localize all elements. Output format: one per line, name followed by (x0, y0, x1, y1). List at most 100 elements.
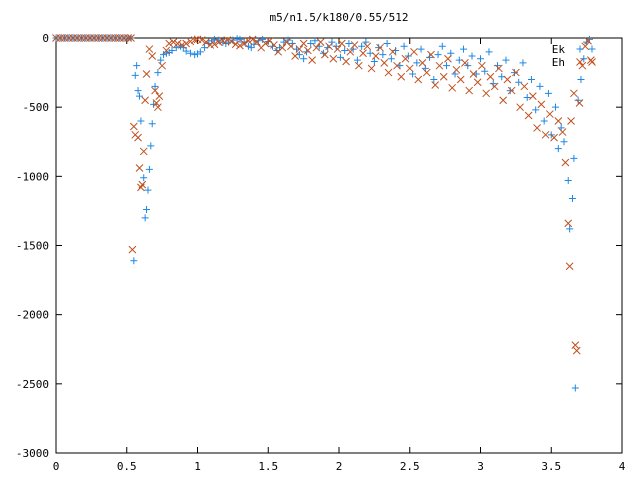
data-point (253, 38, 261, 47)
data-point (566, 225, 574, 233)
data-point (299, 39, 308, 48)
x-tick-label: 3.5 (541, 460, 561, 473)
data-point (342, 57, 350, 66)
data-point (287, 42, 295, 51)
data-point (154, 103, 162, 112)
data-point (154, 69, 162, 77)
data-point (545, 110, 554, 118)
data-point (439, 72, 448, 81)
data-point (147, 142, 155, 150)
data-point (414, 75, 423, 84)
data-point (157, 56, 165, 64)
data-point (223, 36, 232, 44)
data-point (417, 45, 425, 53)
data-point (312, 43, 321, 52)
data-point (571, 384, 579, 392)
data-point (413, 59, 421, 67)
data-point (443, 62, 451, 70)
data-point (422, 68, 431, 77)
data-point (231, 40, 240, 49)
data-point (495, 64, 503, 73)
legend-label-ek: Ek (552, 43, 566, 56)
data-point (141, 214, 149, 222)
data-point (515, 78, 523, 86)
data-point (540, 117, 548, 125)
y-tick-label: -1000 (16, 170, 49, 183)
data-point (523, 93, 531, 101)
data-point (137, 117, 145, 125)
data-point (519, 59, 527, 67)
data-point (127, 34, 135, 42)
data-point (550, 133, 558, 142)
data-point (337, 39, 346, 48)
data-point (178, 41, 186, 49)
data-point (564, 176, 572, 184)
x-tick-label: 3 (477, 460, 484, 473)
data-point (143, 206, 151, 214)
data-point (506, 87, 514, 95)
data-point (133, 62, 141, 70)
data-point (345, 40, 353, 48)
data-point (533, 124, 541, 132)
data-point (392, 46, 400, 54)
data-point (168, 46, 176, 54)
y-tick-label: -1500 (16, 240, 49, 253)
data-point (448, 83, 457, 92)
data-point (465, 86, 474, 95)
data-point (393, 61, 401, 70)
data-point (304, 46, 312, 55)
data-point (567, 117, 575, 125)
data-point (560, 138, 568, 146)
data-point (190, 36, 199, 44)
data-point (473, 78, 482, 87)
data-point (173, 39, 182, 48)
data-point (169, 38, 178, 47)
data-point (383, 40, 391, 48)
data-point (210, 35, 218, 43)
data-point (520, 82, 529, 91)
data-point (570, 89, 578, 98)
data-point (240, 39, 249, 48)
data-point (333, 45, 342, 53)
data-point (150, 100, 158, 108)
data-point (227, 37, 236, 46)
y-tick-label: -2500 (16, 378, 49, 391)
data-point (367, 64, 376, 73)
legend-label-eh: Eh (552, 56, 565, 69)
data-point (270, 41, 278, 49)
data-point (388, 47, 397, 56)
data-point (410, 47, 418, 56)
data-point (186, 37, 195, 46)
data-point (291, 52, 299, 60)
data-point (485, 48, 493, 56)
data-point (544, 89, 552, 97)
data-point (493, 62, 501, 70)
data-point (214, 38, 223, 47)
y-tick-label: -500 (23, 101, 50, 114)
y-tick-label: -2000 (16, 309, 49, 322)
data-point (316, 38, 325, 47)
data-point (152, 99, 161, 107)
data-point (468, 52, 476, 60)
data-point (572, 346, 581, 355)
data-point (536, 82, 544, 90)
data-point (210, 40, 219, 49)
data-point (554, 145, 562, 153)
data-point (140, 174, 148, 182)
y-axis: 0 -500 -1000 -1500 -2000 -2500 -3000 (16, 32, 622, 460)
data-point (512, 68, 520, 77)
data-point (244, 36, 253, 45)
data-point (134, 87, 142, 95)
data-point (452, 65, 461, 74)
data-point (461, 59, 469, 67)
data-point (486, 72, 495, 81)
data-point (527, 76, 535, 83)
legend-marker-ek (588, 45, 596, 53)
x-tick-label: 0 (53, 460, 60, 473)
data-point (354, 61, 363, 70)
data-point (139, 147, 148, 156)
data-point (145, 165, 153, 173)
data-point (371, 52, 380, 60)
data-point (358, 42, 366, 50)
